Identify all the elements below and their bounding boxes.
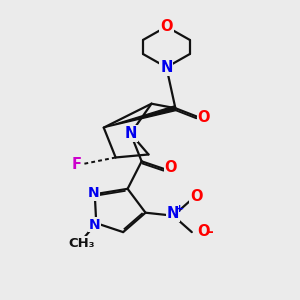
Text: +: + bbox=[175, 204, 184, 214]
Text: O: O bbox=[197, 224, 209, 239]
Text: O: O bbox=[197, 110, 210, 125]
Text: O: O bbox=[160, 19, 173, 34]
Text: N: N bbox=[124, 126, 137, 141]
Text: N: N bbox=[88, 186, 99, 200]
Text: O: O bbox=[190, 189, 203, 204]
Text: -: - bbox=[207, 224, 213, 239]
Text: F: F bbox=[72, 157, 82, 172]
Text: N: N bbox=[89, 218, 100, 232]
Text: O: O bbox=[165, 160, 177, 175]
Text: CH₃: CH₃ bbox=[68, 237, 94, 250]
Text: N: N bbox=[167, 206, 179, 221]
Text: N: N bbox=[160, 60, 172, 75]
Polygon shape bbox=[104, 106, 176, 128]
